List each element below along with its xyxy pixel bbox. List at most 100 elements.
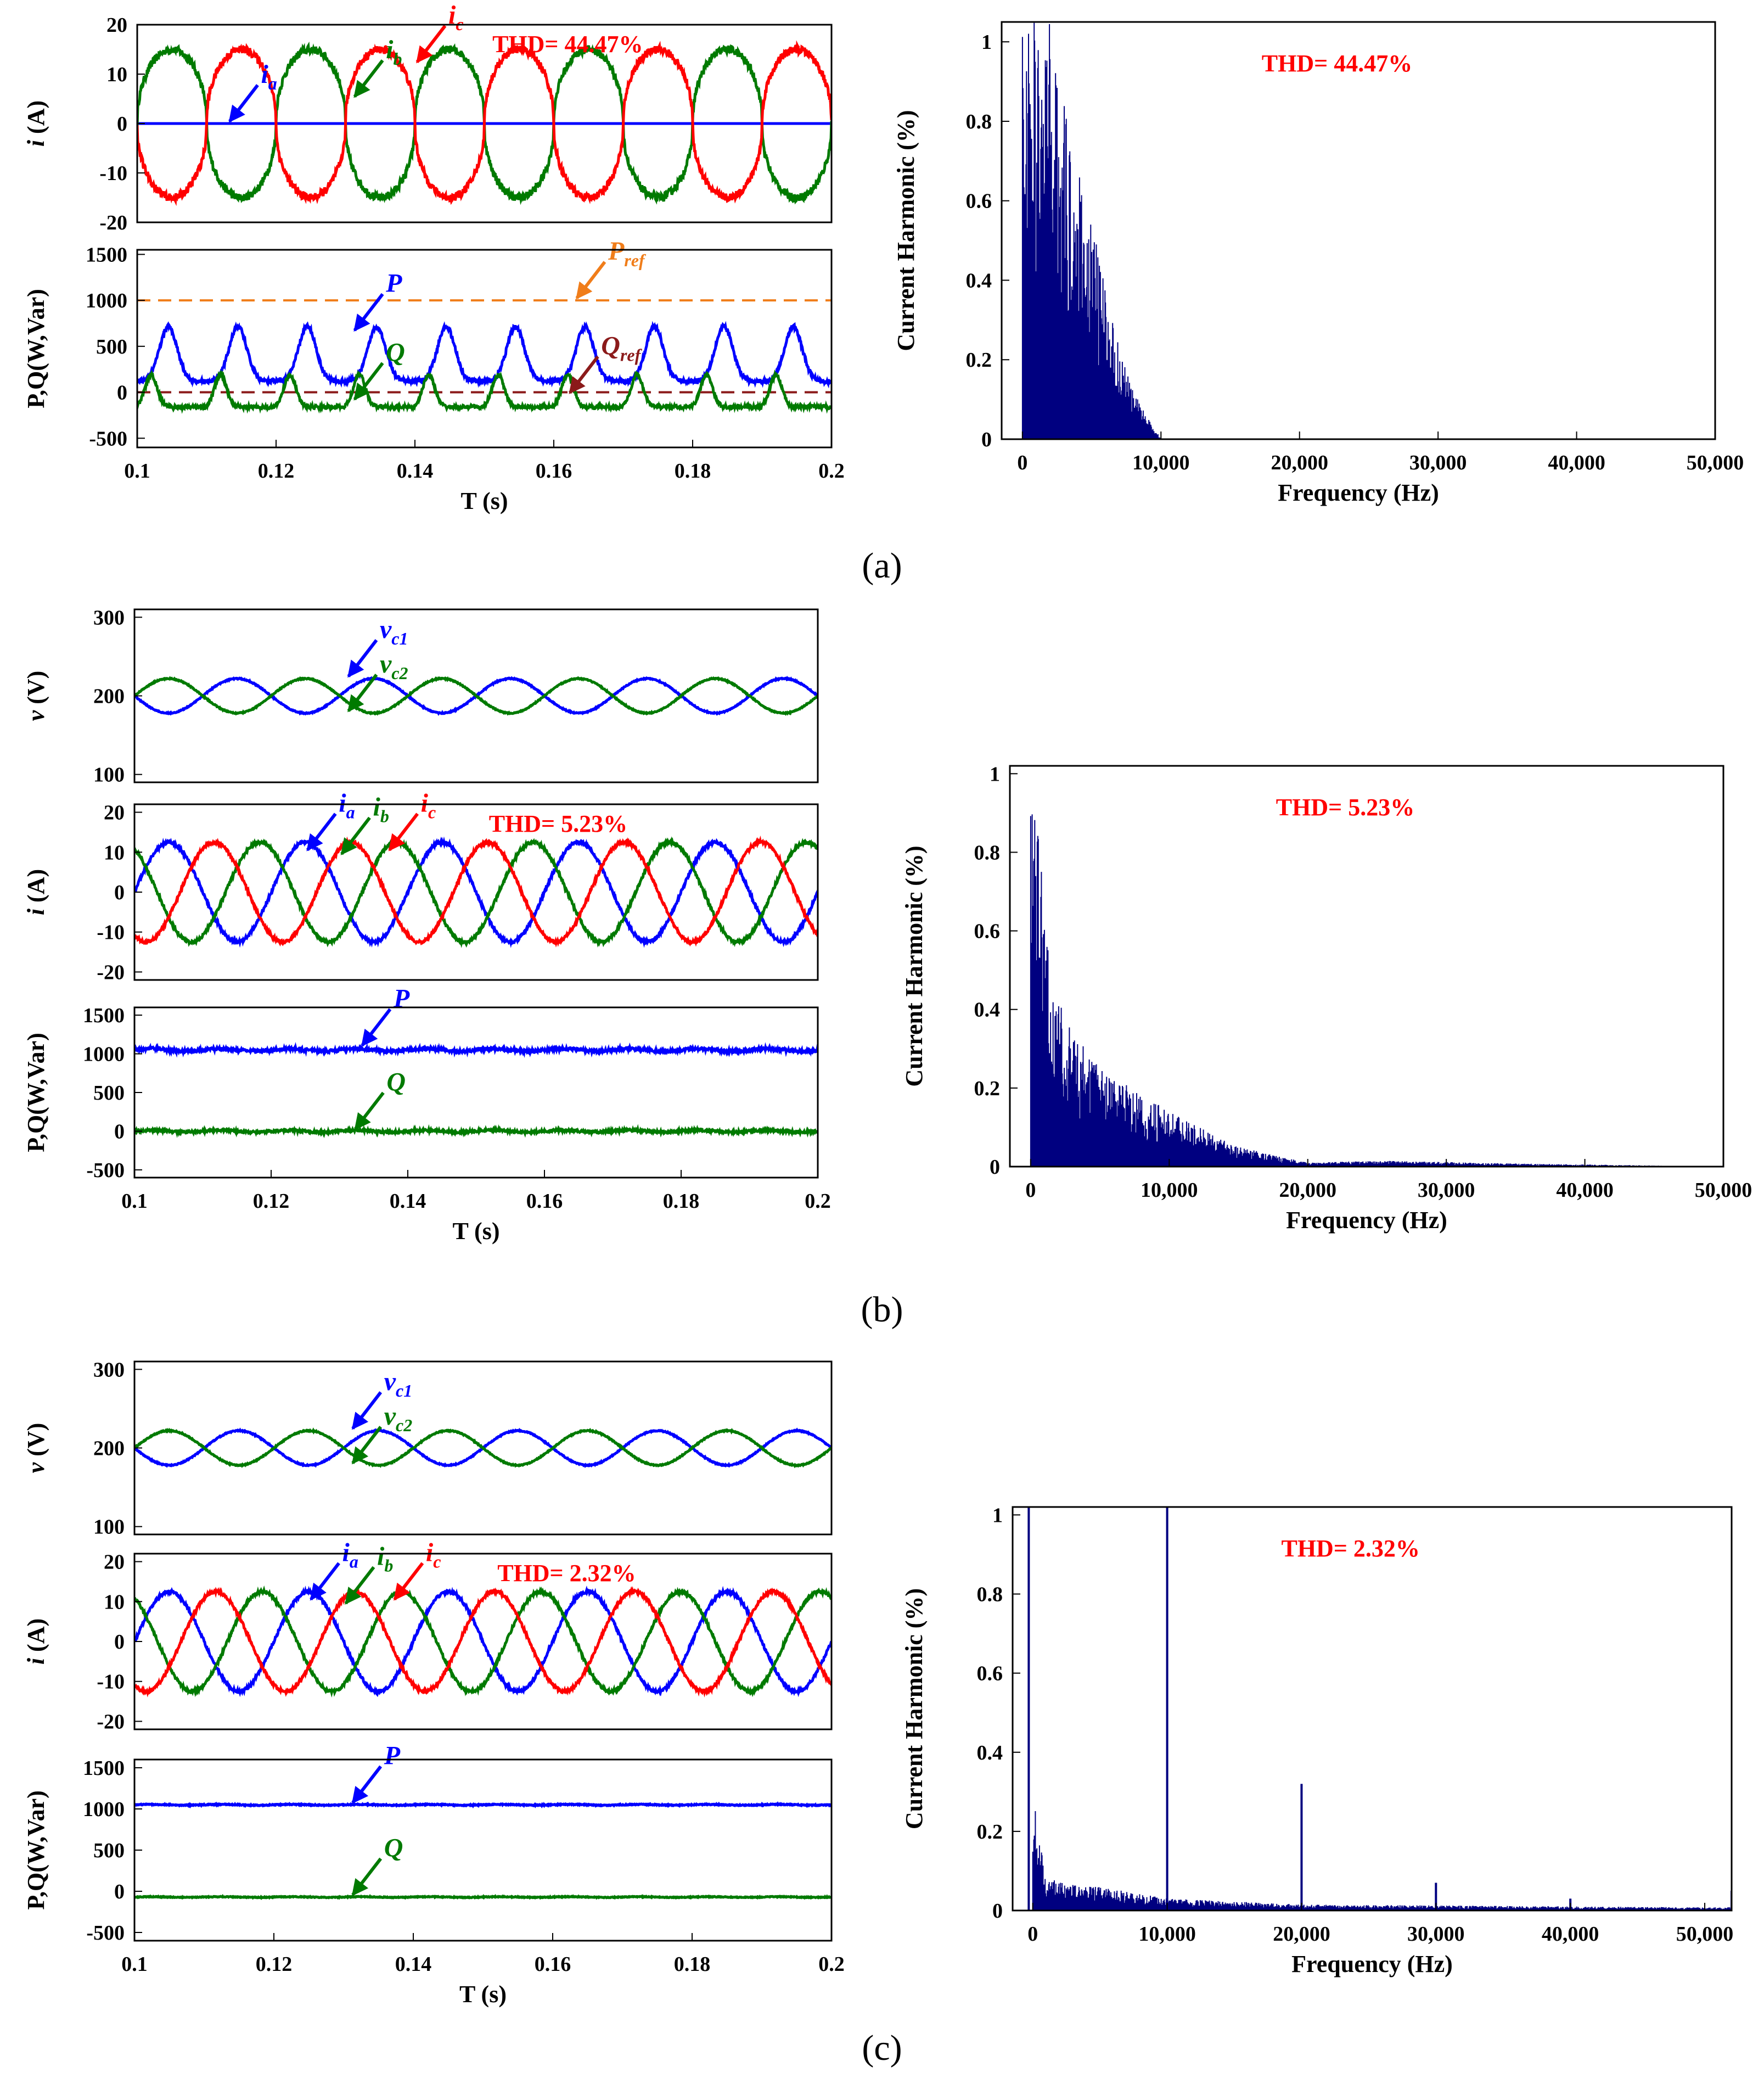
- series-line-ic: [134, 835, 818, 948]
- annotation-arrow: [575, 261, 606, 300]
- plot-area: [137, 40, 832, 206]
- x-tick-label: 0.18: [675, 460, 711, 483]
- y-tick-label: 0.4: [977, 1741, 1003, 1764]
- y-axis-label: Current Harmonic (%): [892, 110, 919, 351]
- annotation-arrow: [351, 1765, 383, 1804]
- x-axis-label: T (s): [459, 1981, 507, 2008]
- y-tick-label: 1000: [83, 1043, 125, 1066]
- plot-frame: [136, 249, 833, 449]
- chart-10: THD= 2.32% 0 0.2 0.4 0.6 0.8 1 0 10,000 20,000 30,…: [901, 1504, 1733, 1977]
- y-tick-label: 300: [93, 1358, 125, 1381]
- y-tick-label: 0: [114, 1880, 125, 1903]
- x-tick-label: 30,000: [1407, 1923, 1465, 1946]
- annotation-label: ia: [339, 788, 355, 822]
- y-tick-label: 200: [93, 685, 125, 708]
- annotation-arrow: [353, 293, 384, 332]
- x-tick-label: 0.16: [536, 460, 572, 483]
- annotation-label: P: [393, 984, 410, 1013]
- annotation-arrow: [361, 1008, 392, 1047]
- y-tick-label: 100: [93, 764, 125, 787]
- plot-area: [134, 1427, 832, 1469]
- y-axis-symbol: i: [23, 1652, 49, 1665]
- y-tick-label: -500: [89, 427, 127, 450]
- y-tick-label: -500: [86, 1921, 125, 1945]
- x-tick-label: 0.2: [805, 1190, 831, 1213]
- annotation-arrow: [388, 813, 419, 851]
- annotation-subscript: b: [380, 806, 389, 826]
- annotation-subscript: ref: [624, 250, 647, 270]
- annotation-subscript: a: [350, 1551, 358, 1571]
- x-tick-label: 0.1: [124, 460, 150, 483]
- x-tick-label: 0.18: [674, 1953, 711, 1976]
- y-tick-label: 0: [114, 1631, 125, 1654]
- y-axis-label: P,Q(W,Var): [23, 1790, 49, 1910]
- annotation-label: ic: [421, 788, 436, 822]
- y-tick-label: 20: [104, 1551, 125, 1574]
- annotation-arrow: [393, 1562, 424, 1601]
- y-axis-unit: (A): [23, 1618, 49, 1652]
- series-line-Q: [134, 1124, 818, 1139]
- y-axis-label: i (A): [23, 100, 49, 147]
- x-tick-label: 40,000: [1542, 1923, 1599, 1946]
- y-tick-label: -20: [97, 961, 125, 984]
- x-tick-label: 0.14: [395, 1953, 432, 1976]
- y-tick-label: 10: [106, 63, 127, 86]
- series-line-ib: [134, 1585, 832, 1698]
- y-axis-label: v (V): [23, 1423, 49, 1473]
- y-tick-label: 1: [990, 763, 1000, 786]
- annotation-arrow: [344, 1566, 375, 1605]
- y-tick-label: 0: [117, 382, 127, 405]
- annotation-label: Qref: [601, 332, 642, 365]
- y-axis-symbol: i: [23, 903, 49, 915]
- x-tick-label: 40,000: [1548, 451, 1605, 474]
- annotation-subscript: b: [384, 1556, 393, 1576]
- y-tick-label: 1: [992, 1504, 1003, 1527]
- annotation-subscript: c: [433, 1551, 441, 1571]
- thd-label: THD= 2.32%: [1281, 1535, 1419, 1562]
- x-tick-label: 30,000: [1418, 1179, 1475, 1202]
- annotation-arrow: [347, 674, 378, 713]
- y-axis-unit: (A): [23, 869, 49, 903]
- annotation-label: ib: [373, 793, 389, 826]
- annotation-subscript: a: [346, 802, 355, 822]
- x-tick-label: 50,000: [1687, 451, 1744, 474]
- y-tick-label: 0.6: [974, 920, 1001, 943]
- annotation-arrow: [353, 59, 384, 98]
- series-line-ic: [134, 1585, 832, 1698]
- plot-area: [134, 675, 818, 716]
- annotation-arrow: [340, 816, 371, 855]
- series-line-ic: [137, 40, 832, 206]
- caption-a: (a): [862, 546, 902, 586]
- y-tick-label: 1000: [86, 289, 127, 312]
- y-tick-label: 1000: [83, 1798, 125, 1821]
- y-tick-label: 0.8: [974, 841, 1001, 864]
- y-tick-label: 0.2: [974, 1077, 1001, 1100]
- annotation-label: Q: [386, 1067, 406, 1096]
- series-line-P: [134, 1041, 818, 1058]
- y-tick-label: 0.4: [974, 999, 1001, 1022]
- x-tick-label: 30,000: [1409, 451, 1467, 474]
- caption-b: (b): [861, 1290, 903, 1330]
- x-tick-label: 0.16: [535, 1953, 571, 1976]
- y-tick-label: 1500: [86, 243, 127, 266]
- annotation-subscript: b: [393, 49, 402, 69]
- thd-label: THD= 44.47%: [492, 31, 643, 58]
- y-tick-label: -20: [99, 211, 127, 234]
- annotation-arrow: [351, 1391, 383, 1430]
- thd-label: THD= 5.23%: [1276, 794, 1414, 821]
- plot-area: [134, 1585, 832, 1698]
- annotation-arrow: [310, 1562, 340, 1601]
- y-tick-label: 0.8: [977, 1583, 1003, 1606]
- y-tick-label: -10: [97, 1671, 125, 1694]
- annotation-label: Q: [384, 1834, 403, 1863]
- x-tick-label: 0.12: [258, 460, 295, 483]
- y-tick-label: 1500: [83, 1757, 125, 1780]
- plot-frame: [1009, 765, 1724, 1168]
- y-tick-label: 0: [117, 113, 127, 136]
- x-tick-label: 0.12: [256, 1953, 293, 1976]
- series-line-Q: [137, 369, 832, 414]
- annotation-arrow: [351, 1857, 383, 1896]
- series-line-Q: [134, 1893, 832, 1900]
